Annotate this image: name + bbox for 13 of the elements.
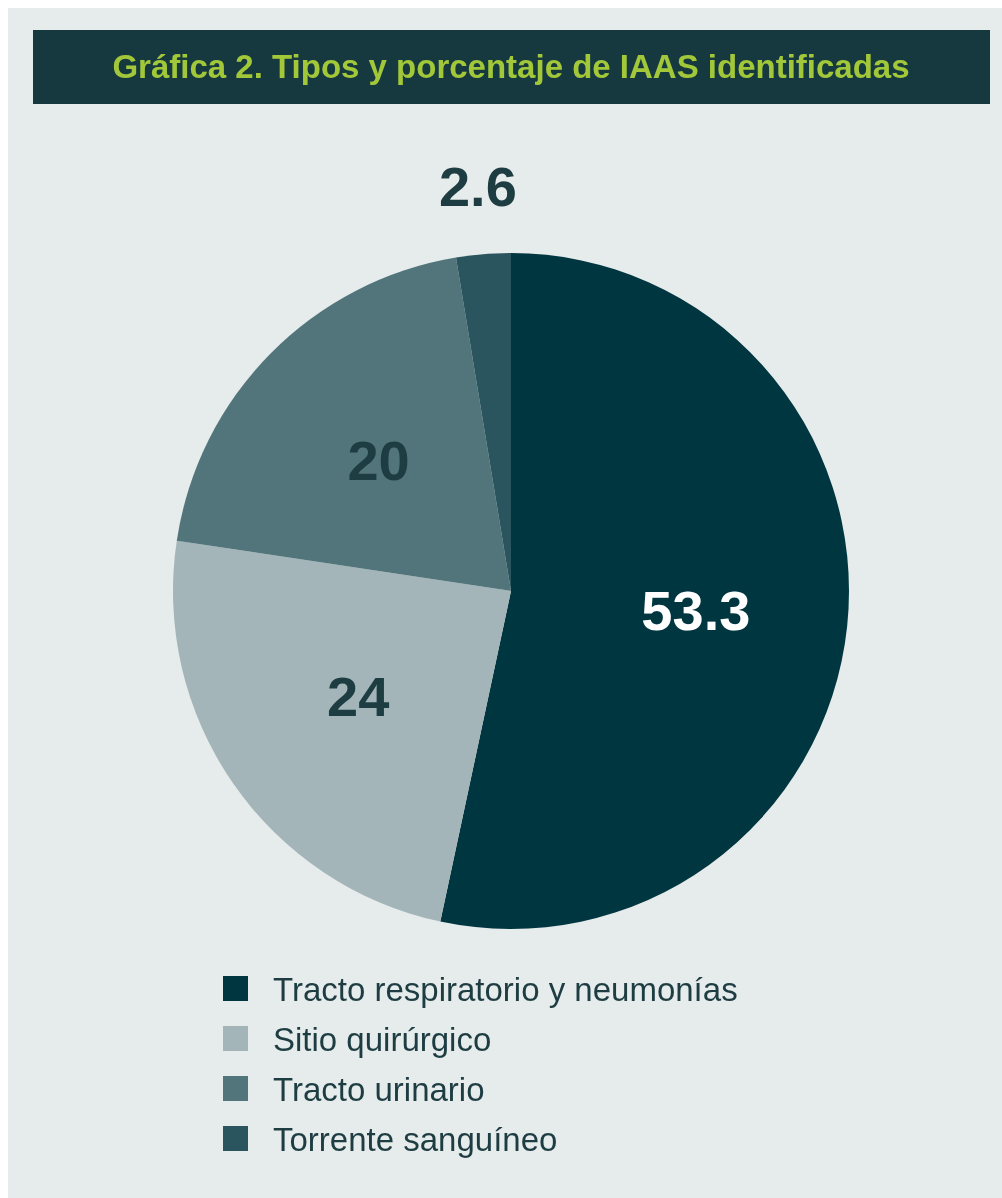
data-label: 53.3 bbox=[641, 579, 751, 643]
pie-slice bbox=[173, 540, 511, 922]
legend-label: Sitio quirúrgico bbox=[273, 1020, 492, 1058]
legend-label: Tracto urinario bbox=[273, 1070, 485, 1108]
pie-slice bbox=[440, 253, 849, 929]
legend-label: Tracto respiratorio y neumonías bbox=[273, 970, 738, 1008]
data-label: 2.6 bbox=[438, 155, 517, 219]
data-label: 20 bbox=[347, 429, 410, 493]
data-label: 24 bbox=[326, 665, 390, 729]
pie-slice bbox=[455, 253, 511, 591]
legend-label: Torrente sanguíneo bbox=[273, 1120, 558, 1158]
chart-title: Gráfica 2. Tipos y porcentaje de IAAS identificadas bbox=[112, 48, 910, 85]
pie-slice bbox=[176, 257, 511, 591]
